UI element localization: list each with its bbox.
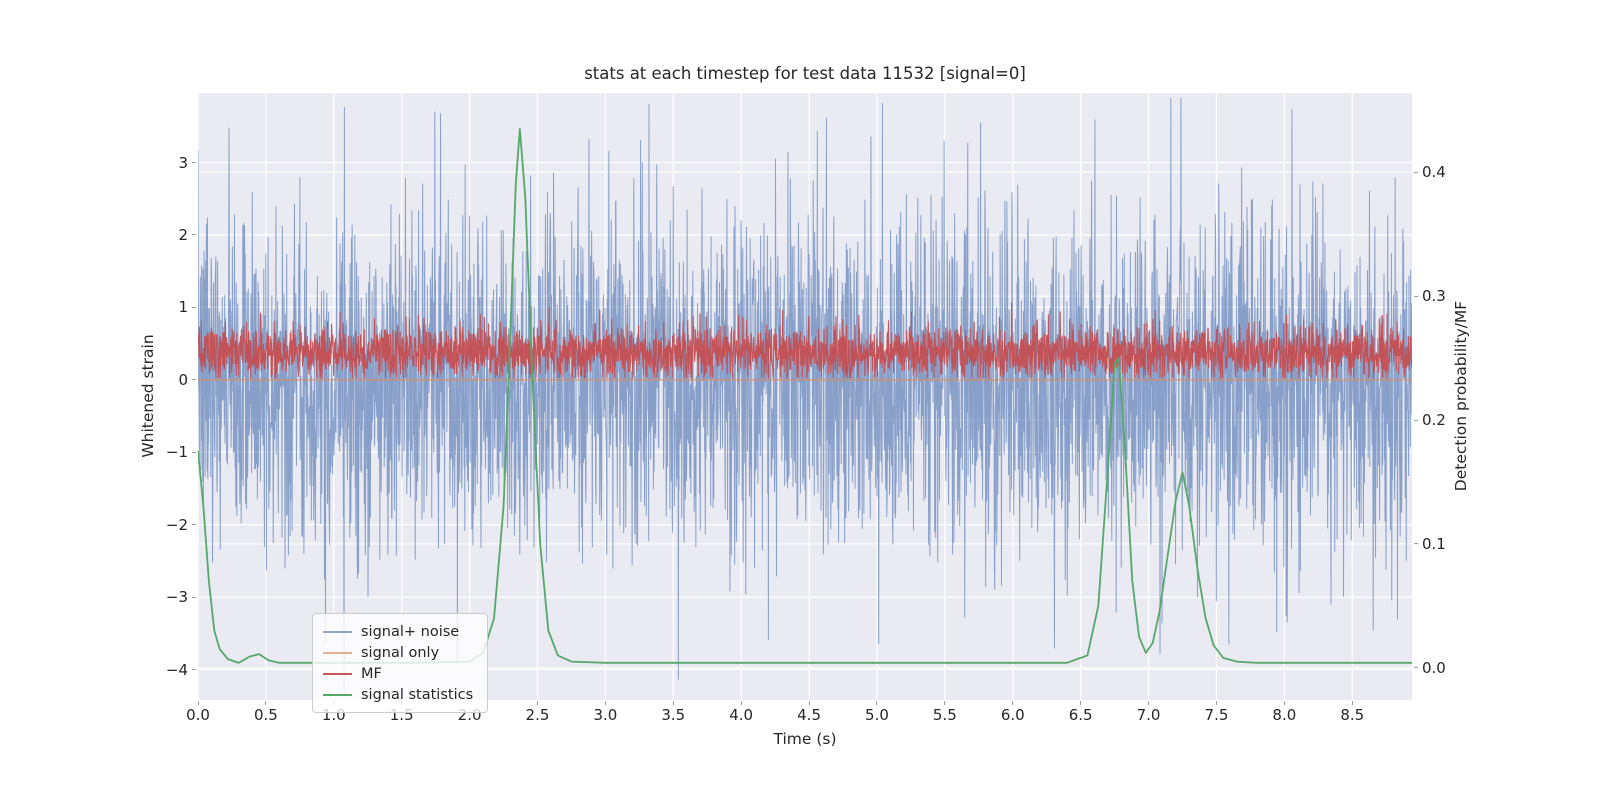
tick-mark [944, 701, 946, 705]
tick-mark [1414, 295, 1418, 297]
chart-title: stats at each timestep for test data 115… [584, 64, 1026, 83]
legend-item: MF [323, 663, 473, 684]
tick-mark [192, 306, 196, 308]
y-axis-label-left: Whitened strain [139, 334, 157, 458]
legend-swatch [323, 630, 352, 633]
tick-mark [197, 701, 199, 705]
tick-mark [1012, 701, 1014, 705]
y-tick-label-left: −4 [165, 660, 188, 679]
y-tick-label-left: −3 [165, 588, 188, 607]
y-tick-label-left: −2 [165, 515, 188, 534]
legend-label: signal statistics [361, 686, 474, 703]
legend-swatch [323, 693, 352, 696]
y-tick-label-left: −1 [165, 443, 188, 462]
plot-area [198, 93, 1412, 700]
x-tick-label: 2.5 [525, 706, 550, 724]
x-tick-label: 4.5 [797, 706, 821, 724]
legend-swatch [323, 672, 352, 675]
tick-mark [1414, 543, 1418, 545]
x-tick-label: 3.5 [661, 706, 686, 724]
legend-swatch [323, 651, 352, 654]
tick-mark [1414, 667, 1418, 669]
x-tick-label: 5.0 [865, 706, 889, 724]
tick-mark [1080, 701, 1082, 705]
tick-mark [192, 669, 196, 671]
tick-mark [192, 379, 196, 381]
legend-item: signal only [323, 642, 473, 663]
legend-label: signal only [361, 644, 440, 661]
y-tick-label-right: 0.3 [1422, 287, 1446, 306]
tick-mark [192, 162, 196, 164]
x-tick-label: 7.0 [1136, 706, 1161, 724]
tick-mark [1283, 701, 1285, 705]
tick-mark [1148, 701, 1150, 705]
y-tick-label-right: 0.4 [1422, 163, 1446, 182]
y-tick-label-left: 3 [178, 153, 188, 172]
x-tick-label: 7.5 [1204, 706, 1229, 724]
tick-mark [604, 701, 606, 705]
legend-item: signal+ noise [323, 621, 473, 642]
x-tick-label: 6.5 [1068, 706, 1093, 724]
tick-mark [876, 701, 878, 705]
tick-mark [1414, 171, 1418, 173]
legend-label: signal+ noise [361, 623, 460, 640]
y-tick-label-left: 0 [178, 370, 188, 389]
tick-mark [1215, 701, 1217, 705]
x-tick-label: 6.0 [1000, 706, 1025, 724]
x-tick-label: 4.0 [729, 706, 754, 724]
tick-mark [672, 701, 674, 705]
x-tick-label: 0.5 [253, 706, 278, 724]
x-tick-label: 8.5 [1340, 706, 1365, 724]
y-tick-label-right: 0.1 [1422, 534, 1446, 553]
y-tick-label-right: 0.0 [1422, 658, 1446, 677]
tick-mark [808, 701, 810, 705]
legend: signal+ noise signal only MF signal statist… [312, 613, 489, 713]
y-axis-label-right: Detection probability/MF [1452, 300, 1470, 492]
tick-mark [536, 701, 538, 705]
tick-mark [740, 701, 742, 705]
tick-mark [1414, 419, 1418, 421]
x-tick-label: 0.0 [186, 706, 210, 724]
legend-label: MF [361, 665, 382, 682]
tick-mark [192, 234, 196, 236]
tick-mark [192, 596, 196, 598]
tick-mark [1351, 701, 1353, 705]
y-tick-label-left: 2 [178, 225, 188, 244]
tick-mark [192, 451, 196, 453]
y-tick-label-left: 1 [178, 298, 188, 317]
x-axis-label: Time (s) [773, 730, 837, 748]
legend-item: signal statistics [323, 684, 473, 705]
x-tick-label: 8.0 [1272, 706, 1297, 724]
y-tick-label-right: 0.2 [1422, 411, 1446, 430]
tick-mark [192, 524, 196, 526]
x-tick-label: 5.5 [932, 706, 957, 724]
x-tick-label: 3.0 [593, 706, 618, 724]
tick-mark [265, 701, 267, 705]
